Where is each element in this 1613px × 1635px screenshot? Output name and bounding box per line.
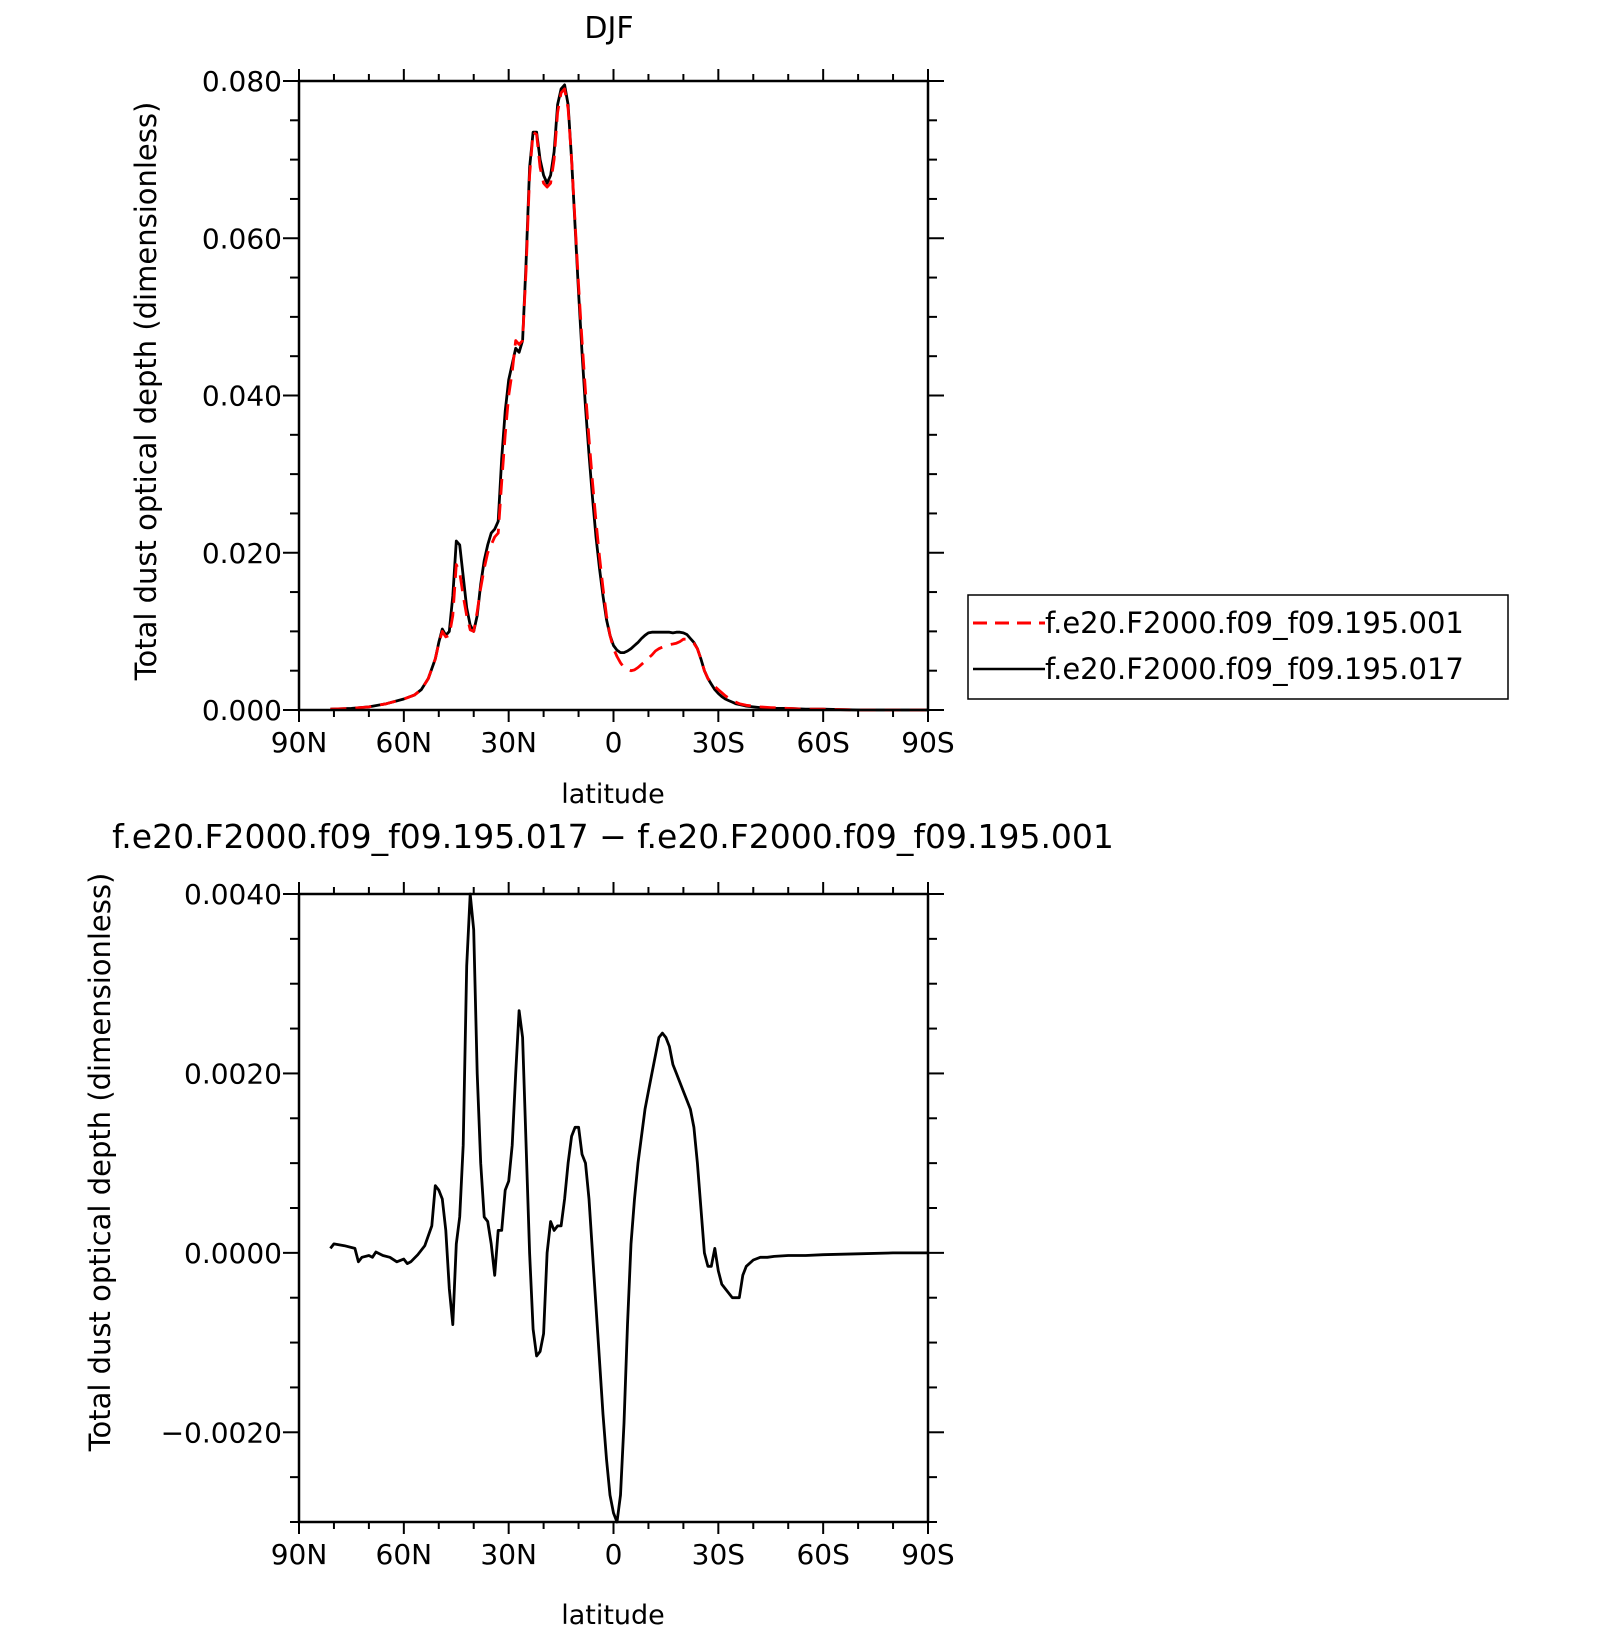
bottom-chart-title: f.e20.F2000.f09_f09.195.017 − f.e20.F200… (112, 817, 1114, 856)
legend-label-series-017: f.e20.F2000.f09_f09.195.017 (1045, 652, 1464, 686)
legend-box (967, 594, 1509, 700)
legend-label-series-001: f.e20.F2000.f09_f09.195.001 (1045, 606, 1464, 640)
bottom-x-axis-label: latitude (561, 1600, 665, 1631)
x-tick-label: 60S (796, 726, 849, 759)
series-line-0 (329, 892, 928, 1524)
bottom-series-lines (329, 892, 928, 1524)
legend: f.e20.F2000.f09_f09.195.001 f.e20.F2000.… (967, 594, 1509, 700)
dust-optical-depth-panel: DJF Total dust optical depth (dimensionl… (129, 11, 1509, 810)
top-chart-title: DJF (584, 11, 633, 46)
x-tick-label: 60N (376, 1538, 433, 1571)
x-tick-label: 90N (271, 726, 328, 759)
y-tick-label: 0.080 (202, 65, 282, 98)
x-tick-label: 30S (692, 1538, 745, 1571)
x-tick-label: 0 (605, 726, 623, 759)
y-tick-label: 0.0040 (184, 878, 282, 911)
x-tick-label: 90N (271, 1538, 328, 1571)
top-plot-frame (297, 79, 930, 712)
series-line-0 (330, 87, 928, 712)
top-series-lines (330, 83, 928, 712)
y-tick-label: 0.0020 (184, 1057, 282, 1090)
y-tick-label: 0.040 (202, 380, 282, 413)
bottom-axis-ticks: 90N 60N 30N 0 30S 60S 90S −0.0020 0.0000 0.0020 0.… (161, 878, 955, 1571)
x-tick-label: 90S (901, 726, 954, 759)
top-x-axis-label: latitude (561, 779, 665, 810)
y-tick-label: 0.0000 (184, 1237, 282, 1270)
x-tick-label: 0 (605, 1538, 623, 1571)
top-y-axis-label: Total dust optical depth (dimensionless) (129, 102, 163, 682)
difference-panel: f.e20.F2000.f09_f09.195.017 − f.e20.F200… (83, 817, 1114, 1631)
y-tick-label: 0.000 (202, 694, 282, 727)
top-axis-ticks: 90N 60N 30N 0 30S 60S 90S 0.000 0.020 0.040 0.060 0… (202, 65, 955, 759)
bottom-y-axis-label: Total dust optical depth (dimensionless) (83, 873, 117, 1453)
x-tick-label: 30N (480, 726, 537, 759)
x-tick-label: 30N (480, 1538, 537, 1571)
bottom-plot-frame (297, 892, 930, 1524)
y-tick-label: −0.0020 (161, 1416, 282, 1449)
x-tick-label: 60S (796, 1538, 849, 1571)
x-tick-label: 30S (692, 726, 745, 759)
x-tick-label: 60N (376, 726, 433, 759)
y-tick-label: 0.020 (202, 537, 282, 570)
x-tick-label: 90S (901, 1538, 954, 1571)
y-tick-label: 0.060 (202, 222, 282, 255)
series-line-1 (330, 83, 928, 712)
